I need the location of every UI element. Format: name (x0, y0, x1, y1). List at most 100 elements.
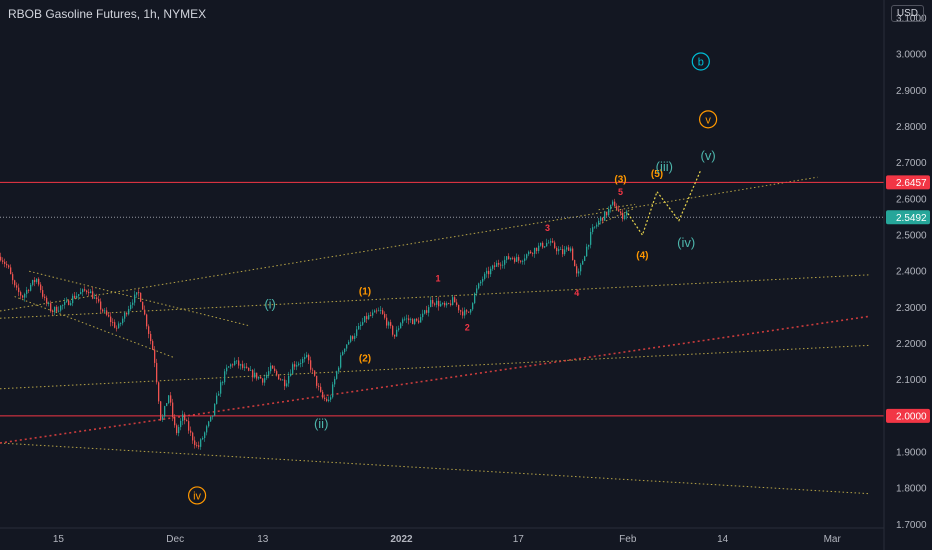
candle-body (178, 427, 180, 434)
candle-body (166, 403, 168, 407)
y-tick-label: 2.1000 (896, 375, 927, 386)
candle-body (144, 309, 146, 315)
candle-body (488, 270, 490, 275)
candle-body (206, 426, 208, 433)
candle-body (212, 415, 214, 417)
candle-body (190, 430, 192, 433)
candle-body (28, 290, 30, 291)
candle-body (134, 294, 136, 303)
candle-body (348, 341, 350, 345)
candle-body (24, 293, 26, 298)
candle-body (486, 270, 488, 274)
candle-body (504, 259, 506, 265)
chart-title: RBOB Gasoline Futures, 1h, NYMEX (8, 7, 207, 21)
candle-body (76, 295, 78, 298)
candle-body (418, 320, 420, 323)
candle-body (330, 397, 332, 400)
candle-body (280, 379, 282, 381)
candle-body (352, 336, 354, 339)
candle-body (588, 244, 590, 247)
y-tick-label: 1.7000 (896, 520, 927, 531)
candle-body (502, 264, 504, 266)
candle-body (574, 260, 576, 267)
x-axis: 15 Dec 13 2022 17 Feb 14 Mar (0, 527, 932, 545)
candle-body (298, 363, 300, 366)
trend-line (29, 270, 249, 326)
candle-body (112, 322, 114, 323)
candle-body (548, 242, 550, 244)
candle-body (568, 247, 570, 251)
candle-body (364, 316, 366, 323)
candle-body (308, 354, 310, 361)
candle-body (442, 302, 444, 304)
wave-label: 4 (574, 288, 579, 298)
price-tag-label: 2.5492 (896, 213, 927, 224)
candle-body (478, 283, 480, 289)
candle-body (380, 310, 382, 312)
candle-body (484, 273, 486, 279)
candle-body (436, 300, 438, 305)
candle-body (232, 364, 234, 366)
candle-body (552, 241, 554, 243)
candle-body (362, 322, 364, 325)
candle-body (342, 352, 344, 356)
candle-body (462, 311, 464, 316)
candle-body (394, 334, 396, 337)
candle-body (174, 416, 176, 426)
candle-body (460, 310, 462, 312)
y-tick-label: 2.2000 (896, 339, 927, 350)
candle-body (88, 292, 90, 294)
candle-body (470, 309, 472, 313)
candle-body (398, 328, 400, 330)
candle-body (170, 395, 172, 403)
candle-body (286, 383, 288, 387)
candle-body (242, 364, 244, 368)
candle-body (518, 257, 520, 261)
candle-body (50, 303, 52, 312)
candle-body (52, 311, 54, 312)
candle-body (310, 360, 312, 370)
candle-body (176, 425, 178, 434)
candle-body (82, 289, 84, 293)
wave-label: b (698, 56, 704, 68)
trend-line (14, 296, 176, 359)
candle-body (318, 385, 320, 387)
candle-body (546, 242, 548, 247)
wave-label: (iii) (656, 159, 673, 174)
candle-body (300, 363, 302, 364)
candle-body (236, 360, 238, 362)
candle-body (340, 355, 342, 368)
candle-body (594, 226, 596, 228)
candle-body (542, 242, 544, 248)
currency-button[interactable]: USD (890, 5, 924, 22)
candle-body (526, 254, 528, 259)
candle-body (444, 302, 446, 306)
candle-body (480, 281, 482, 284)
trend-lines-layer (0, 176, 869, 495)
candle-body (570, 248, 572, 251)
candle-body (344, 348, 346, 353)
candle-body (258, 376, 260, 379)
candle-body (292, 364, 294, 374)
candle-body (184, 414, 186, 421)
candle-body (256, 372, 258, 379)
candle-body (6, 263, 8, 266)
candle-body (386, 317, 388, 326)
y-tick-label: 2.3000 (896, 303, 927, 314)
candle-body (62, 304, 64, 306)
x-tick-label: Mar (824, 534, 842, 545)
y-tick-label: 3.0000 (896, 50, 927, 61)
candle-body (346, 344, 348, 349)
candle-body (60, 305, 62, 311)
candle-body (426, 310, 428, 313)
candle-body (496, 263, 498, 267)
y-axis[interactable]: 1.7000 1.8000 1.9000 2.0000 2.1000 2.2000 2.30… (883, 0, 932, 550)
price-tag-label: 2.0000 (896, 411, 927, 422)
candle-body (336, 371, 338, 379)
candle-body (120, 323, 122, 324)
candle-body (556, 247, 558, 252)
candle-body (200, 439, 202, 447)
candle-body (528, 251, 530, 255)
candle-body (40, 284, 42, 291)
